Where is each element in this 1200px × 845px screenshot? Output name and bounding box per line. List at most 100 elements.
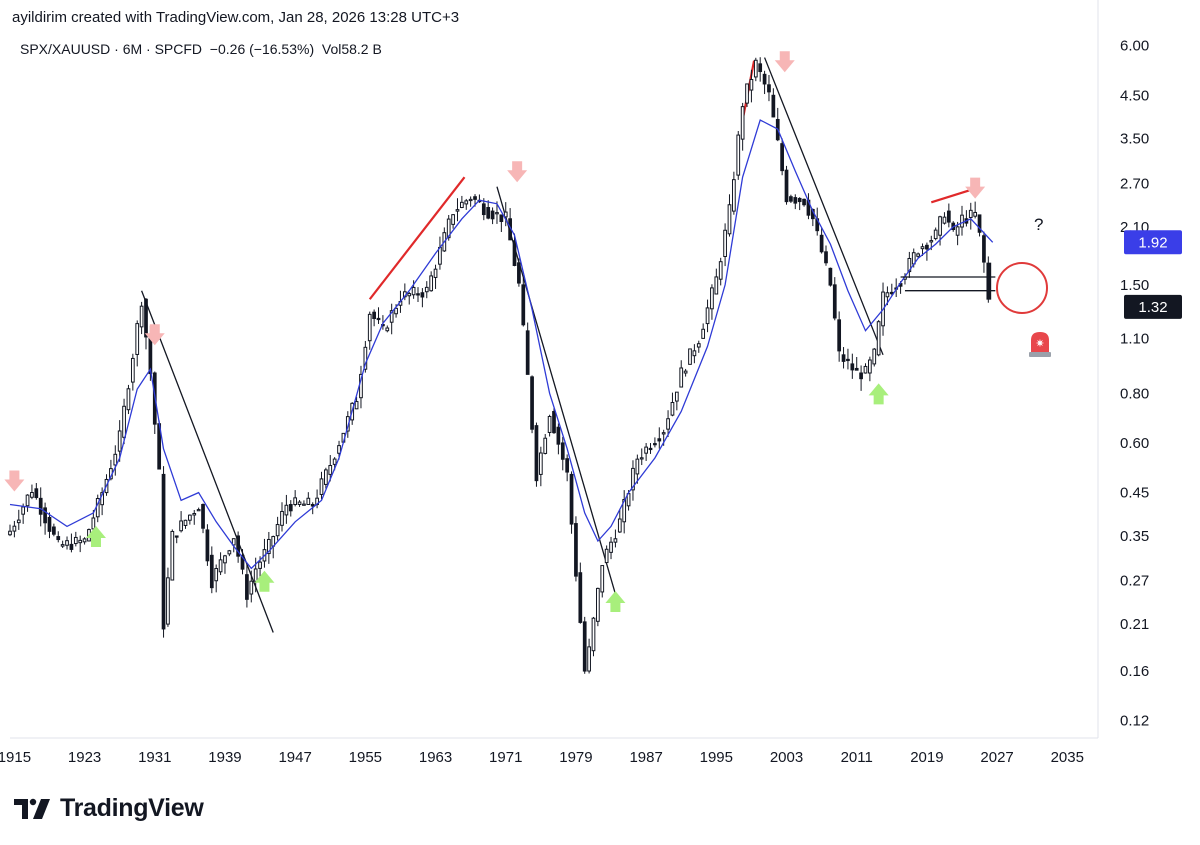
candle-body [846, 358, 850, 362]
candle-body [644, 446, 648, 454]
candle-body [275, 524, 280, 537]
candle-body [192, 513, 197, 516]
candle-body [534, 425, 539, 482]
candle-body [977, 214, 982, 233]
candle-body [925, 244, 929, 250]
candle-body [929, 240, 934, 243]
price-tag-label: 1.32 [1138, 299, 1167, 316]
x-tick-label: 1955 [349, 749, 382, 766]
candle-body [455, 209, 460, 212]
horizontal-support-lines [900, 276, 996, 292]
candle-body [385, 327, 390, 332]
up-arrow-icon [868, 383, 889, 405]
candle-body [600, 565, 605, 593]
y-tick-label: 1.10 [1120, 330, 1149, 347]
candle-body [91, 517, 96, 530]
candle-body [8, 530, 12, 536]
candle-body [850, 363, 855, 371]
candle-body [679, 367, 684, 388]
tradingview-logo: TradingView [14, 794, 204, 823]
candle-body [876, 321, 881, 356]
candle-body [288, 503, 293, 512]
symbol-legend[interactable]: SPX/XAUUSD · 6M · SPCFD −0.26 (−16.53%) … [20, 41, 382, 57]
candle-body [258, 561, 262, 569]
x-tick-label: 2011 [841, 749, 873, 766]
candle-body [767, 84, 771, 93]
signal-arrows [4, 51, 986, 613]
candle-body [73, 536, 78, 545]
x-tick-label: 1915 [0, 749, 31, 766]
candle-body [30, 491, 34, 498]
candle-body [955, 226, 960, 236]
candle-body [780, 143, 784, 172]
candle-body [253, 568, 258, 582]
x-tick-label: 1987 [629, 749, 662, 766]
y-tick-label: 0.80 [1120, 385, 1149, 402]
candle-body [240, 554, 245, 570]
candle-body [144, 298, 148, 338]
time-axis[interactable]: 1915 1923 1931 1939 1947 1955 1963 1971 1979 1987… [0, 749, 1084, 766]
candle-body [938, 216, 942, 236]
candle-body [446, 218, 451, 239]
candle-body [249, 580, 254, 595]
y-tick-label: 4.50 [1120, 87, 1149, 104]
y-tick-label: 3.50 [1120, 131, 1149, 148]
price-chart[interactable]: ? ✷ 6.004.503.502.702.101.501.100.800.60… [0, 0, 1200, 780]
y-tick-label: 0.60 [1120, 435, 1149, 452]
candle-body [828, 267, 833, 286]
candle-body [16, 519, 21, 524]
candle-body [631, 467, 635, 491]
candle-body [591, 617, 596, 652]
candle-body [126, 388, 131, 411]
candle-body [196, 509, 201, 512]
candle-body [872, 348, 877, 365]
candle-body [661, 432, 666, 435]
x-tick-label: 1931 [138, 749, 171, 766]
x-tick-label: 1971 [489, 749, 522, 766]
candle-body [324, 469, 328, 485]
candle-body [174, 535, 179, 538]
candle-body [306, 497, 311, 505]
candle-body [863, 365, 868, 374]
candle-body [214, 568, 219, 582]
candle-body [47, 516, 52, 532]
price-axis[interactable]: 6.004.503.502.702.101.501.100.800.600.45… [1120, 38, 1149, 730]
candle-body [21, 506, 26, 515]
candle-body [635, 458, 640, 475]
price-tag-label: 1.92 [1138, 234, 1167, 251]
candle-body [793, 197, 798, 204]
candle-body [394, 307, 398, 315]
candle-body [789, 196, 793, 202]
candle-body [69, 543, 74, 550]
candle-body [43, 507, 47, 524]
candle-body [696, 343, 701, 348]
up-arrow-icon [85, 525, 106, 547]
y-tick-label: 0.45 [1120, 485, 1149, 502]
candle-body [714, 276, 719, 295]
y-tick-label: 0.27 [1120, 573, 1149, 590]
candle-body [824, 251, 828, 264]
candle-body [205, 529, 210, 562]
down-arrow-icon [4, 470, 25, 492]
candle-body [933, 229, 938, 240]
candle-body [942, 216, 947, 224]
candle-body [130, 357, 135, 383]
y-tick-label: 0.16 [1120, 663, 1149, 680]
candle-body [530, 376, 534, 430]
candle-body [451, 214, 455, 225]
candle-body [135, 323, 140, 355]
candle-body [231, 538, 236, 546]
down-arrow-icon [144, 324, 165, 346]
candle-body [784, 169, 789, 203]
price-tag [1124, 294, 1182, 319]
x-tick-label: 1963 [419, 749, 452, 766]
candle-body [337, 445, 341, 454]
candle-body [166, 577, 170, 625]
candle-body [433, 268, 438, 278]
candle-body [521, 284, 526, 326]
candle-body [574, 523, 578, 577]
y-tick-label: 1.50 [1120, 277, 1149, 294]
candle-body [209, 554, 214, 589]
candle-body [885, 292, 890, 298]
down-arrow-icon [774, 51, 795, 73]
